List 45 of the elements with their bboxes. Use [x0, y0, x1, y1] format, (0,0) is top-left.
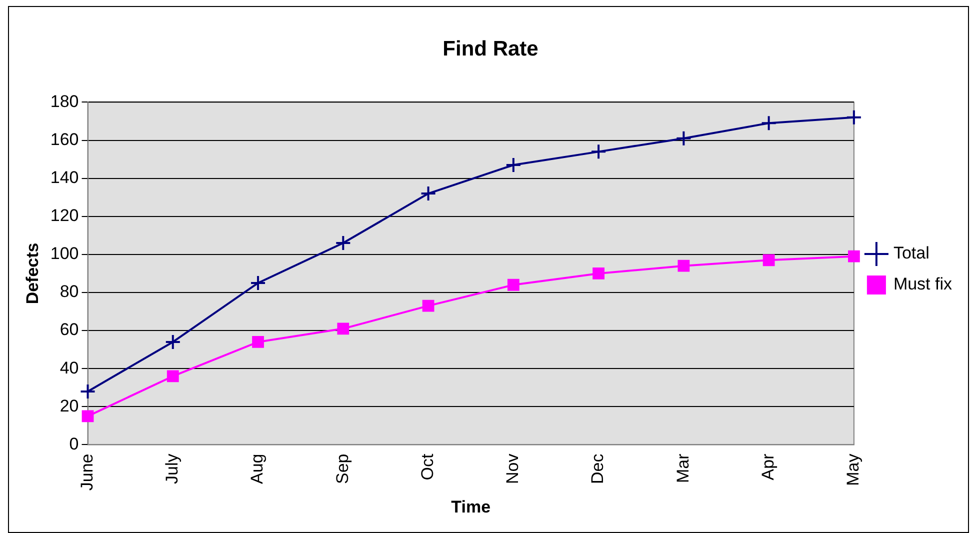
y-tick-label: 0	[69, 434, 79, 454]
x-tick-label: June	[77, 454, 96, 491]
y-tick-label: 40	[60, 358, 79, 378]
point	[507, 278, 520, 291]
legend-label: Total	[893, 244, 930, 263]
point	[676, 130, 692, 146]
point	[80, 383, 96, 400]
x-tick-label: Dec	[588, 453, 608, 484]
x-tick-label: Sep	[332, 454, 352, 484]
point	[590, 144, 607, 160]
y-tick-label: 80	[60, 282, 79, 302]
point	[337, 322, 350, 335]
y-tick-label: 180	[50, 92, 79, 111]
x-tick-label: Oct	[418, 453, 437, 480]
point	[762, 254, 775, 266]
x-tick-label: Mar	[673, 453, 692, 484]
point	[422, 300, 434, 312]
point	[250, 274, 266, 291]
point	[505, 157, 522, 173]
point	[848, 250, 860, 262]
x-tick-label: Aug	[248, 454, 267, 484]
point	[760, 115, 777, 132]
x-tick-label: Nov	[503, 453, 522, 484]
y-axis-title: Defects	[22, 242, 42, 304]
point	[335, 235, 352, 252]
point	[164, 334, 181, 350]
point	[420, 186, 436, 202]
point	[592, 268, 604, 280]
y-tick-label: 120	[50, 206, 79, 226]
y-tick-label: 20	[60, 396, 79, 416]
x-tick-label: Apr	[758, 453, 778, 480]
legend-label: Must fix	[893, 274, 952, 294]
y-tick-label: 60	[60, 320, 79, 340]
x-axis-title: Time	[451, 497, 491, 516]
x-tick-label: May	[844, 453, 863, 486]
point	[678, 260, 690, 272]
point	[82, 410, 94, 422]
point	[846, 109, 862, 126]
y-tick-label: 100	[50, 244, 79, 264]
point	[252, 336, 264, 348]
y-tick-label: 140	[50, 168, 79, 188]
chart-title: Find Rate	[442, 37, 538, 60]
point	[166, 370, 179, 382]
y-tick-label: 160	[50, 130, 79, 149]
x-tick-label: July	[162, 453, 182, 484]
